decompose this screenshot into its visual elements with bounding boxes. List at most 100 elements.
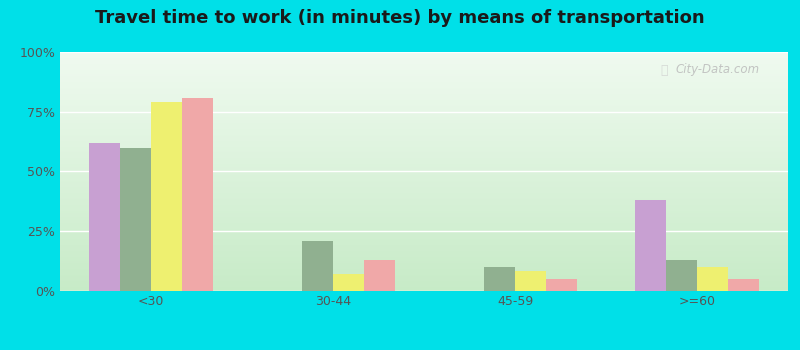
Bar	[60, 95, 788, 97]
Bar	[60, 150, 788, 151]
Bar	[60, 86, 788, 87]
Bar	[60, 225, 788, 226]
Bar	[60, 244, 788, 245]
Bar	[60, 141, 788, 142]
Bar	[484, 267, 515, 290]
Bar	[60, 160, 788, 161]
Bar	[60, 243, 788, 244]
Bar	[60, 137, 788, 138]
Bar	[60, 198, 788, 199]
Bar	[60, 157, 788, 159]
Bar	[60, 112, 788, 113]
Bar	[60, 231, 788, 232]
Bar	[60, 202, 788, 204]
Bar	[60, 149, 788, 150]
Bar	[60, 251, 788, 252]
Bar	[60, 92, 788, 93]
Bar	[60, 124, 788, 125]
Bar	[60, 163, 788, 164]
Bar	[60, 264, 788, 266]
Bar	[60, 279, 788, 280]
Text: Travel time to work (in minutes) by means of transportation: Travel time to work (in minutes) by mean…	[95, 9, 705, 27]
Bar	[60, 126, 788, 127]
Bar	[60, 117, 788, 118]
Bar	[60, 89, 788, 91]
Bar	[60, 113, 788, 114]
Bar	[60, 97, 788, 98]
Bar	[60, 257, 788, 258]
Bar	[60, 192, 788, 193]
Bar	[60, 256, 788, 257]
Bar	[60, 189, 788, 190]
Bar	[60, 54, 788, 55]
Bar	[60, 116, 788, 117]
Bar	[635, 200, 666, 290]
Bar	[60, 156, 788, 157]
Bar	[60, 148, 788, 149]
Bar	[60, 111, 788, 112]
Bar	[60, 61, 788, 62]
Bar	[60, 258, 788, 260]
Bar	[60, 91, 788, 92]
Bar	[60, 285, 788, 286]
Bar	[60, 207, 788, 208]
Bar	[60, 105, 788, 106]
Bar	[60, 135, 788, 136]
Bar	[60, 268, 788, 269]
Text: City-Data.com: City-Data.com	[676, 63, 760, 77]
Bar	[60, 169, 788, 170]
Bar	[60, 248, 788, 249]
Bar	[60, 159, 788, 160]
Bar	[60, 132, 788, 133]
Bar	[60, 57, 788, 58]
Bar	[60, 172, 788, 173]
Bar	[60, 151, 788, 153]
Bar	[60, 147, 788, 148]
Bar	[60, 211, 788, 212]
Bar	[60, 187, 788, 188]
Bar	[60, 278, 788, 279]
Bar	[60, 64, 788, 65]
Bar	[302, 240, 333, 290]
Bar	[60, 121, 788, 123]
Bar	[60, 181, 788, 182]
Bar	[364, 260, 395, 290]
Bar	[60, 138, 788, 139]
Bar	[60, 234, 788, 236]
Bar	[60, 255, 788, 256]
Bar	[60, 242, 788, 243]
Bar	[60, 219, 788, 220]
Bar	[60, 269, 788, 270]
Bar	[60, 174, 788, 175]
Bar	[515, 272, 546, 290]
Bar	[60, 75, 788, 76]
Bar	[60, 229, 788, 230]
Bar	[60, 182, 788, 183]
Bar	[60, 205, 788, 206]
Bar	[60, 100, 788, 101]
Bar	[60, 213, 788, 214]
Bar	[60, 204, 788, 205]
Bar	[60, 80, 788, 81]
Bar	[60, 276, 788, 278]
Bar	[60, 232, 788, 233]
Bar	[60, 104, 788, 105]
Bar	[60, 237, 788, 238]
Bar	[60, 83, 788, 85]
Bar	[60, 224, 788, 225]
Bar	[89, 143, 120, 290]
Bar	[60, 162, 788, 163]
Bar	[60, 60, 788, 61]
Bar	[60, 280, 788, 281]
Bar	[60, 176, 788, 177]
Bar	[60, 288, 788, 289]
Bar	[60, 67, 788, 68]
Bar	[60, 107, 788, 108]
Bar	[546, 279, 577, 290]
Bar	[60, 85, 788, 86]
Bar	[60, 94, 788, 95]
Bar	[60, 190, 788, 192]
Bar	[60, 55, 788, 56]
Bar	[120, 148, 151, 290]
Bar	[60, 129, 788, 130]
